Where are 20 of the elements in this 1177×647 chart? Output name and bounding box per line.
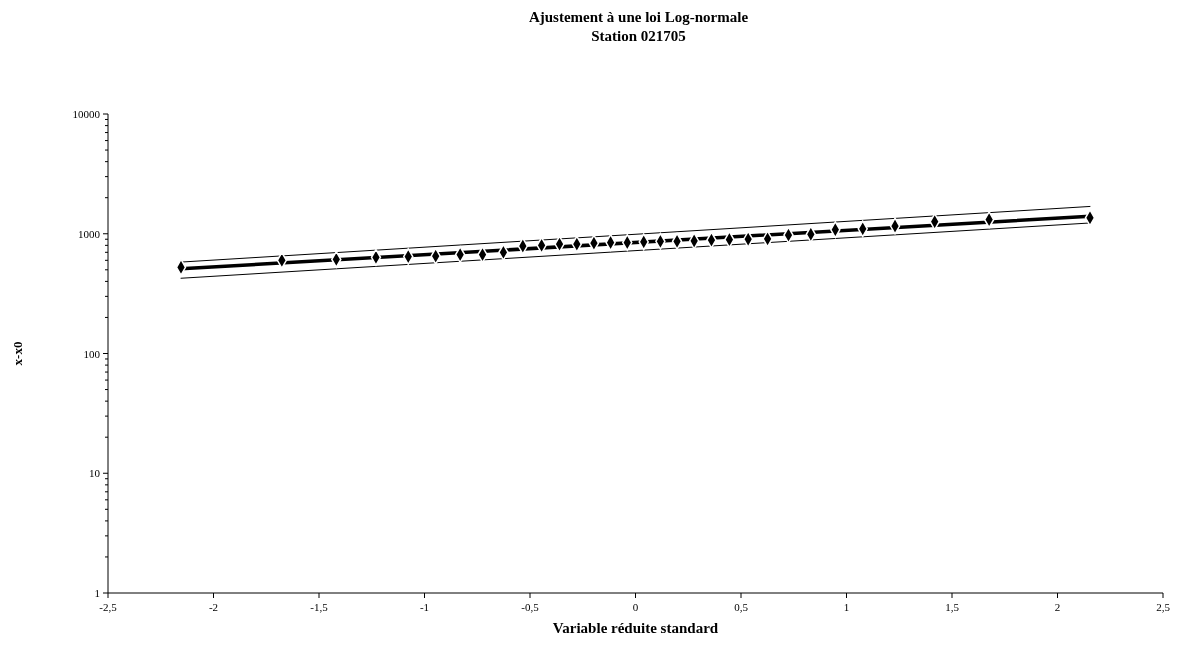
x-tick-label: 1,5 [945,601,960,613]
x-tick-label: -1,5 [310,601,329,613]
y-tick-label: 1 [94,587,100,599]
x-tick-label: -1 [419,601,430,613]
x-tick-label: 1 [843,601,850,613]
x-tick-label: -2 [208,601,219,613]
x-tick-label: 2 [1054,601,1061,613]
y-tick-label: 1000 [78,227,101,240]
x-tick-label: 2,5 [1156,601,1171,613]
x-axis-title: Variable réduite standard [552,620,719,636]
x-tick-label: 0 [632,601,639,613]
x-tick-label: 0,5 [734,601,749,613]
y-tick-label: 10 [89,467,101,480]
chart-title: Ajustement à une loi Log-normale [528,9,749,25]
x-tick-label: -0,5 [521,601,540,613]
x-tick-label: -2,5 [99,601,118,613]
y-tick-label: 10000 [72,108,101,120]
chart-subtitle: Station 021705 [591,28,686,44]
y-tick-label: 100 [83,347,101,360]
y-axis-title: x-x0 [10,341,25,366]
